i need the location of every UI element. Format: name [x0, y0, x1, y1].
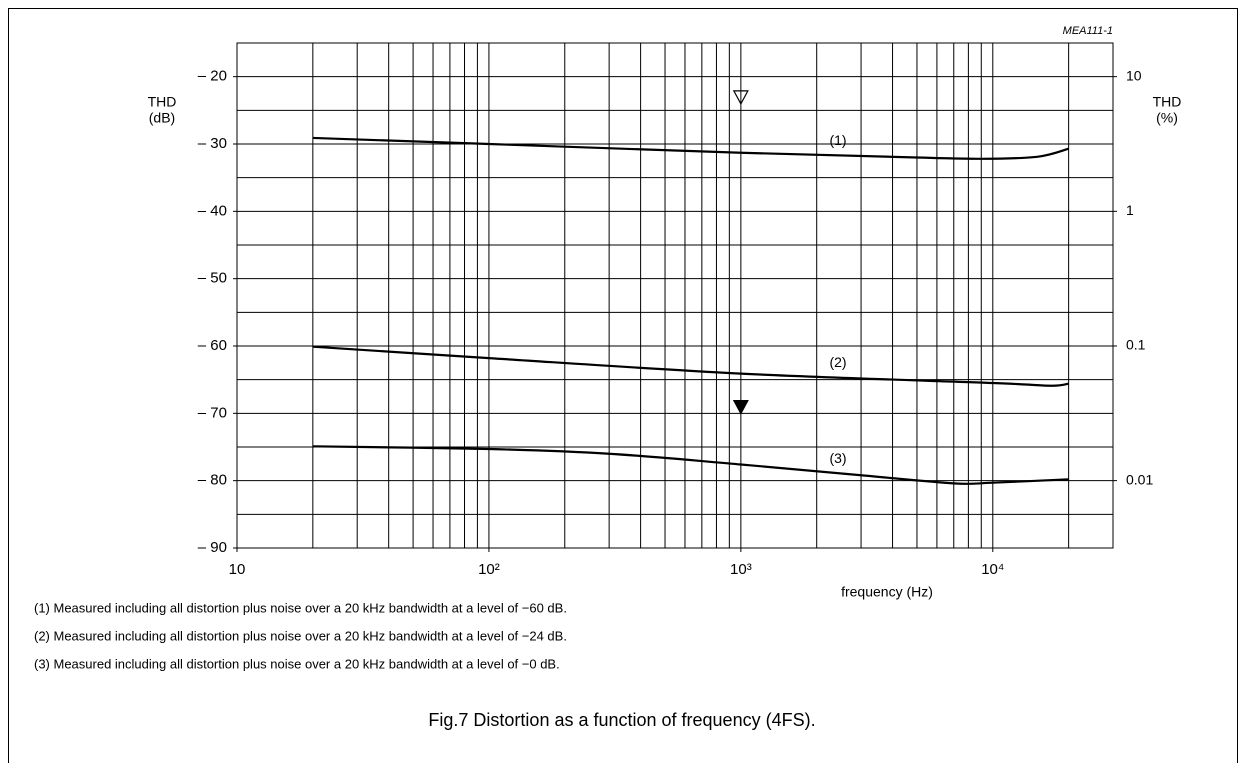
- x-tick-label: 10³: [730, 561, 752, 578]
- curve: [312, 445, 1069, 485]
- y2-tick-label: 10: [1126, 67, 1142, 83]
- y2-label: (%): [1156, 110, 1178, 126]
- y2-tick-label: 0.1: [1126, 337, 1146, 353]
- y-tick-label: – 40: [198, 202, 227, 219]
- y-label: THD: [148, 94, 177, 110]
- marker: [732, 400, 749, 415]
- plot-frame: [236, 42, 1114, 549]
- note: (1) Measured including all distortion pl…: [34, 600, 567, 615]
- curve: [312, 136, 1069, 160]
- y-tick-label: – 50: [198, 270, 227, 287]
- marker: [732, 90, 749, 106]
- x-tick-label: 10: [229, 561, 246, 578]
- y2-label: THD: [1153, 94, 1182, 110]
- page-frame: [8, 8, 1238, 763]
- y-label: (dB): [149, 110, 175, 126]
- series-label: (2): [829, 354, 846, 370]
- y-tick-label: – 80: [198, 472, 227, 489]
- y-tick-label: – 70: [198, 404, 227, 421]
- curve: [312, 345, 1069, 387]
- note: (2) Measured including all distortion pl…: [34, 628, 567, 643]
- y-tick-label: – 30: [198, 135, 227, 152]
- series-label: (3): [829, 450, 846, 466]
- note: (3) Measured including all distortion pl…: [34, 656, 560, 671]
- x-tick-label: 10²: [478, 561, 500, 578]
- caption: Fig.7 Distortion as a function of freque…: [428, 710, 815, 730]
- y-tick-label: – 20: [198, 68, 227, 85]
- y-tick-label: – 60: [198, 337, 227, 354]
- y2-tick-label: 1: [1126, 202, 1134, 218]
- y2-tick-label: 0.01: [1126, 471, 1153, 487]
- x-label: frequency (Hz): [841, 584, 933, 600]
- x-tick-label: 10⁴: [981, 561, 1004, 578]
- series-label: (1): [829, 132, 846, 148]
- y-tick-label: – 90: [198, 539, 227, 556]
- figure-code: MEA111-1: [1063, 25, 1113, 37]
